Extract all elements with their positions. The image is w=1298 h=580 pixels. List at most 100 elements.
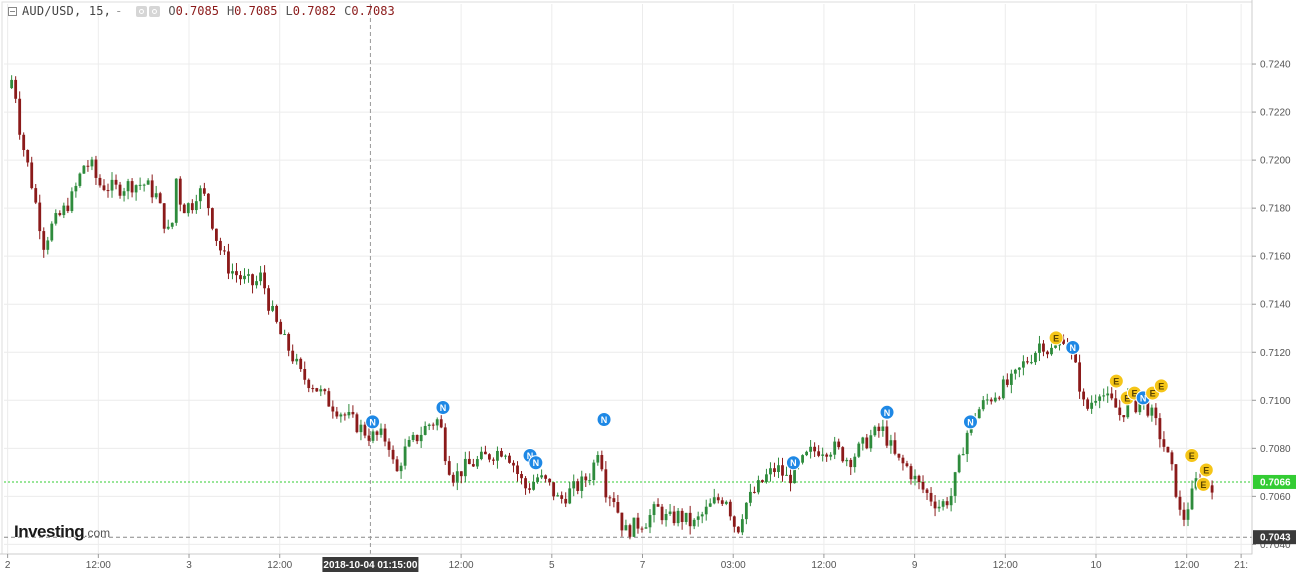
earnings-event-marker[interactable]: E — [1108, 373, 1124, 389]
candle-down — [22, 134, 26, 151]
candle-down — [1110, 393, 1114, 399]
candle-down — [736, 526, 740, 533]
candle-down — [202, 188, 206, 194]
candle-down — [1178, 496, 1182, 510]
candle-down — [933, 501, 937, 509]
candle-up — [259, 272, 262, 282]
candle-up — [809, 446, 813, 452]
candle-up — [62, 205, 66, 216]
candle-down — [467, 458, 471, 465]
candle-down — [584, 476, 588, 481]
news-event-marker[interactable]: N — [785, 455, 801, 471]
candle-up — [134, 185, 138, 193]
candle-up — [78, 173, 82, 186]
candle-down — [42, 231, 46, 250]
candle-down — [415, 434, 419, 442]
earnings-event-marker[interactable]: E — [1184, 448, 1200, 464]
candle-up — [765, 474, 768, 482]
investing-logo: Investing.com — [14, 522, 110, 542]
candle-up — [54, 213, 58, 224]
candle-up — [857, 443, 861, 457]
earnings-event-marker[interactable]: E — [1153, 378, 1169, 394]
candle-down — [102, 185, 106, 191]
candle-up — [648, 515, 652, 528]
event-circle — [365, 414, 381, 430]
news-event-marker[interactable]: N — [596, 412, 612, 428]
candle-down — [443, 427, 447, 462]
candle-down — [524, 478, 527, 489]
earnings-event-marker[interactable]: E — [1195, 476, 1211, 492]
candle-down — [327, 391, 331, 407]
candle-down — [905, 463, 909, 467]
event-circle — [879, 404, 895, 420]
event-circle — [1195, 476, 1211, 492]
candle-up — [829, 454, 833, 457]
candle-down — [640, 528, 644, 530]
earnings-event-marker[interactable]: E — [1198, 462, 1214, 478]
close-value: 0.7083 — [351, 4, 395, 18]
candle-down — [158, 193, 162, 204]
candle-down — [431, 424, 435, 426]
candle-down — [383, 428, 387, 442]
candle-down — [355, 414, 359, 433]
candle-up — [295, 358, 299, 362]
news-event-marker[interactable]: N — [435, 399, 451, 415]
event-label: N — [790, 458, 797, 468]
symbol-label: AUD/USD, 15, — [22, 4, 112, 18]
candle-up — [588, 480, 592, 482]
candle-down — [279, 321, 283, 335]
candle-down — [789, 474, 792, 484]
candle-down — [14, 79, 18, 99]
settings-icon[interactable] — [149, 5, 161, 17]
candle-down — [752, 491, 756, 493]
candle-down — [628, 525, 632, 537]
candle-up — [580, 476, 584, 491]
candles — [10, 75, 1214, 540]
candle-down — [512, 462, 515, 466]
candle-down — [893, 440, 897, 454]
news-event-marker[interactable]: N — [962, 414, 978, 430]
candle-down — [447, 461, 451, 475]
event-label: E — [1203, 465, 1209, 475]
news-event-marker[interactable]: N — [879, 404, 895, 420]
news-event-marker[interactable]: N — [1065, 339, 1081, 355]
event-circle — [1048, 330, 1064, 346]
candle-up — [403, 446, 407, 466]
candle-up — [243, 275, 246, 280]
crosshair-time-box — [322, 557, 419, 572]
event-label: E — [1158, 381, 1164, 391]
candle-down — [114, 179, 118, 185]
candle-up — [247, 274, 250, 276]
candle-down — [909, 466, 913, 480]
earnings-event-marker[interactable]: E — [1048, 330, 1064, 346]
candle-down — [206, 193, 210, 209]
chart-header: AUD/USD, 15, - O0.7085 H0.7085 L0.7082 C… — [0, 0, 700, 22]
candle-up — [889, 440, 893, 446]
candle-up — [941, 501, 945, 507]
eye-icon[interactable] — [136, 5, 148, 17]
candle-down — [656, 504, 660, 507]
collapse-icon[interactable] — [8, 6, 17, 16]
news-event-marker[interactable]: N — [528, 455, 544, 471]
candle-down — [451, 474, 455, 483]
candle-up — [70, 191, 74, 212]
news-event-marker[interactable]: N — [365, 414, 381, 430]
candle-up — [748, 491, 752, 503]
candle-down — [732, 516, 736, 527]
event-label: N — [440, 403, 447, 413]
candle-down — [214, 228, 218, 241]
grid-lines — [1, 1, 1253, 555]
candle-up — [138, 184, 142, 186]
event-circle — [1108, 373, 1124, 389]
candle-down — [528, 488, 531, 490]
candle-up — [572, 481, 576, 489]
candle-up — [953, 472, 957, 496]
symbol-dash: - — [115, 4, 123, 18]
ohlc-open: O0.7085 — [168, 4, 219, 18]
x-tick-label: 5 — [549, 560, 555, 571]
candle-up — [724, 501, 728, 504]
